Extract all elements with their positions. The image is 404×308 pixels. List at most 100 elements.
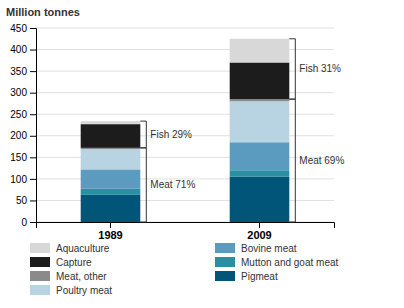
legend-swatch [215, 243, 235, 253]
tick-label: 1989 [98, 229, 122, 241]
tick-label: 50 [16, 195, 28, 206]
series [81, 99, 290, 149]
tick-label: 350 [10, 66, 27, 77]
tick-label: 250 [10, 109, 27, 120]
bracket: Fish 29% [140, 121, 192, 148]
tick-label: 0 [21, 217, 27, 228]
tick-mark [30, 93, 36, 94]
tick-label: 450 [10, 23, 27, 34]
series [81, 39, 290, 124]
annotation: Meat 69% [299, 155, 344, 166]
legend-label: Meat, other [56, 271, 107, 282]
y-axis: 0 50 100 150 200 250 300 350 400 450 [10, 23, 36, 228]
legend-label: Bovine meat [241, 243, 297, 254]
series [81, 62, 290, 147]
tick-mark [30, 179, 36, 180]
tick-label: 2009 [247, 229, 271, 241]
legend-item: Aquaculture [30, 243, 110, 254]
tick-mark [30, 200, 36, 201]
y-tick: 200 [10, 130, 36, 141]
legend: Aquaculture Capture Meat, other Poultry mea… [30, 243, 339, 296]
bar [230, 99, 290, 101]
bar [230, 101, 290, 142]
chart: 0 50 100 150 200 250 300 350 400 450 1989 2009 Fish … [0, 0, 404, 308]
legend-swatch [30, 271, 50, 281]
y-tick: 150 [10, 152, 36, 163]
grid-line [36, 28, 334, 29]
legend-label: Pigmeat [241, 271, 278, 282]
tick-mark [30, 114, 36, 115]
bar [81, 121, 141, 124]
grid [36, 28, 334, 222]
legend-item: Meat, other [30, 271, 107, 282]
legend-swatch [215, 257, 235, 267]
tick-mark [30, 222, 36, 223]
legend-swatch [30, 257, 50, 267]
bar [81, 169, 141, 188]
legend-item: Capture [30, 257, 92, 268]
legend-item: Bovine meat [215, 243, 297, 254]
annotation: Fish 29% [150, 129, 192, 140]
annotations: Fish 29% Meat 71% Fish 31% Meat 69% [140, 39, 344, 222]
y-tick: 250 [10, 109, 36, 120]
annotation: Meat 71% [150, 179, 195, 190]
tick-mark [30, 71, 36, 72]
tick-label: 200 [10, 130, 27, 141]
y-tick: 350 [10, 66, 36, 77]
x-tick: 1989 [98, 222, 122, 241]
tick-label: 400 [10, 44, 27, 55]
tick-label: 100 [10, 174, 27, 185]
legend-label: Mutton and goat meat [241, 257, 339, 268]
y-tick: 50 [16, 195, 36, 206]
tick-mark [30, 157, 36, 158]
axis-line [37, 223, 335, 229]
legend-label: Aquaculture [56, 243, 110, 254]
bracket-line [289, 39, 295, 99]
tick-mark [259, 222, 260, 228]
title: Million tonnes [6, 6, 80, 18]
bar [230, 39, 290, 63]
bar [230, 177, 290, 222]
bar [81, 149, 141, 169]
bracket-line [289, 99, 295, 222]
bracket: Meat 71% [140, 148, 195, 222]
y-tick: 100 [10, 174, 36, 185]
tick-mark [30, 136, 36, 137]
series [81, 170, 290, 195]
legend-item: Poultry meat [30, 285, 112, 296]
y-tick: 400 [10, 44, 36, 55]
legend-item: Pigmeat [215, 271, 278, 282]
x-tick: 2009 [247, 222, 271, 241]
axis-line [30, 29, 37, 223]
tick-mark [110, 222, 111, 228]
legend-swatch [30, 285, 50, 295]
bar [230, 170, 290, 176]
bracket-line [140, 148, 146, 222]
y-tick: 0 [21, 217, 36, 228]
bar [230, 142, 290, 170]
legend-swatch [30, 243, 50, 253]
bar [81, 124, 141, 148]
bracket: Meat 69% [289, 99, 344, 222]
legend-label: Poultry meat [56, 285, 112, 296]
tick-label: 300 [10, 87, 27, 98]
x-axis: 1989 2009 [37, 222, 335, 241]
bars [81, 39, 290, 222]
bar [230, 62, 290, 99]
bar [81, 189, 141, 195]
legend-swatch [215, 271, 235, 281]
tick-label: 150 [10, 152, 27, 163]
y-tick: 300 [10, 87, 36, 98]
y-tick: 450 [10, 23, 36, 34]
legend-item: Mutton and goat meat [215, 257, 339, 268]
tick-mark [30, 50, 36, 51]
series [81, 101, 290, 169]
tick-mark [30, 28, 36, 29]
bar [81, 195, 141, 222]
plot: 0 50 100 150 200 250 300 350 400 450 1989 2009 Fish … [10, 23, 344, 241]
bracket: Fish 31% [289, 39, 341, 99]
bar [81, 148, 141, 149]
legend-label: Capture [56, 257, 92, 268]
bracket-line [140, 121, 146, 148]
annotation: Fish 31% [299, 63, 341, 74]
